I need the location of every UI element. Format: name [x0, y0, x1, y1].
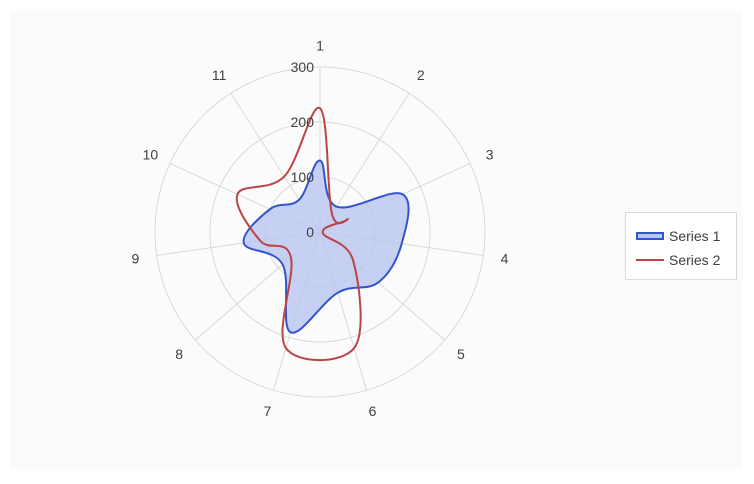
radial-tick-200: 200 [291, 114, 315, 130]
category-label-1: 1 [316, 38, 324, 54]
category-label-8: 8 [175, 346, 183, 362]
radar-series [235, 107, 410, 362]
legend-item-series-2: Series 2 [636, 248, 736, 272]
category-label-4: 4 [501, 251, 509, 267]
legend: Series 1 Series 2 [625, 212, 737, 280]
series-2-swatch [636, 259, 664, 261]
category-label-11: 11 [212, 67, 227, 83]
series-2-label: Series 2 [669, 252, 721, 268]
category-label-5: 5 [457, 346, 465, 362]
radial-tick-0: 0 [306, 224, 314, 240]
category-label-10: 10 [143, 147, 159, 163]
radial-tick-labels: 0 100 200 300 [291, 59, 315, 240]
category-label-2: 2 [417, 67, 425, 83]
category-label-6: 6 [369, 403, 377, 419]
category-labels: 1 2 3 4 5 6 7 8 9 10 11 [132, 38, 509, 419]
category-label-3: 3 [486, 147, 494, 163]
series-1-swatch [636, 232, 664, 240]
legend-item-series-1: Series 1 [636, 224, 736, 248]
radial-tick-100: 100 [291, 169, 315, 185]
category-label-7: 7 [264, 403, 272, 419]
series-1-label: Series 1 [669, 228, 721, 244]
category-label-9: 9 [132, 251, 140, 267]
series-1-area [242, 159, 410, 334]
radial-tick-300: 300 [291, 59, 315, 75]
series-2-area [235, 107, 362, 362]
